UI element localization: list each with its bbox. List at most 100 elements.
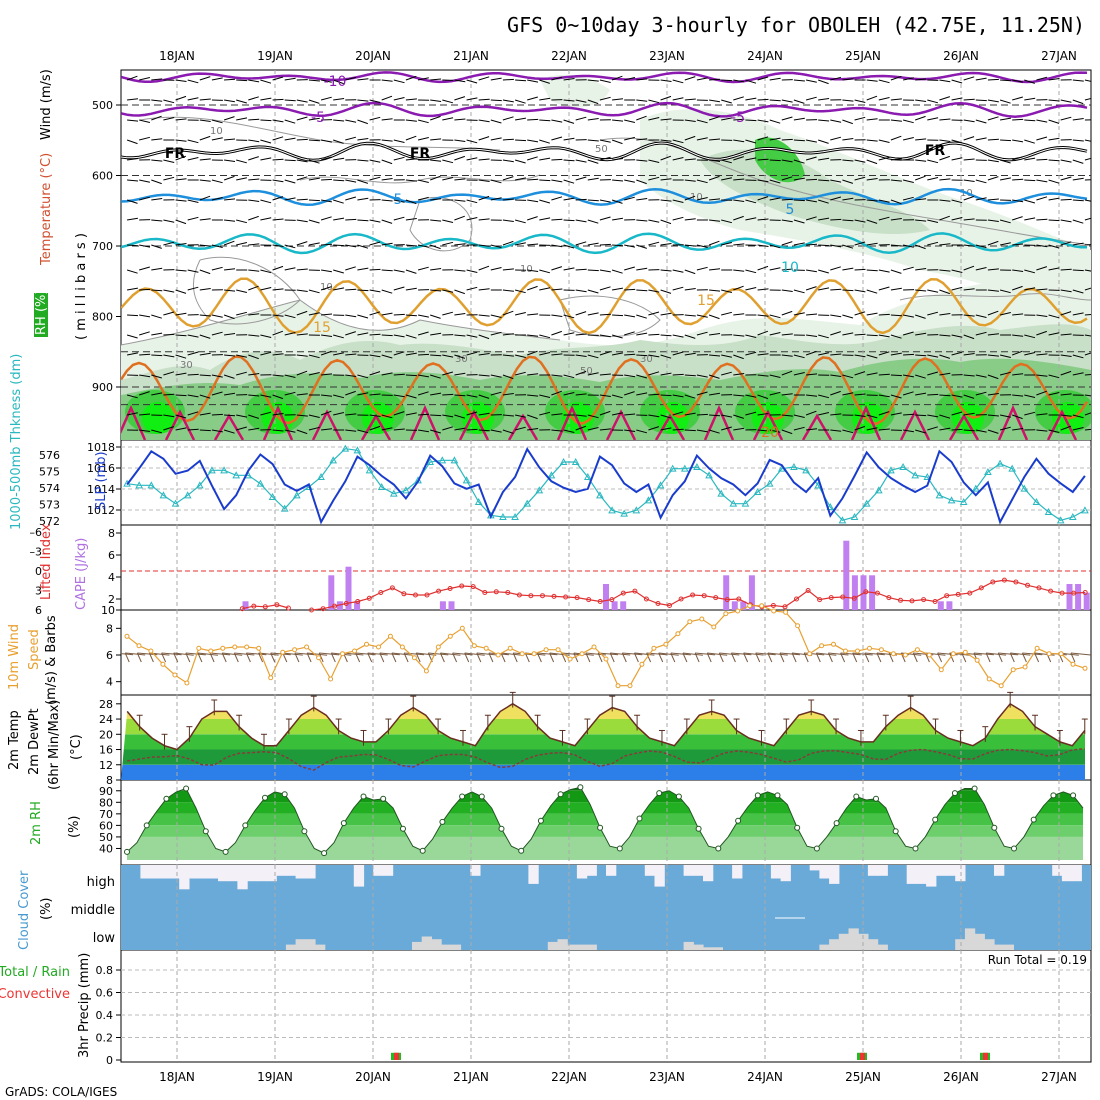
wind-barb (1036, 158, 1048, 161)
wind-barb (248, 156, 259, 161)
cape-bar (439, 601, 446, 610)
wind-barb (1072, 414, 1084, 419)
wind-barb (1084, 269, 1091, 272)
thickness-point (583, 472, 592, 480)
wind-barb (563, 267, 575, 271)
wind-barb (454, 354, 466, 359)
thickness-point (317, 472, 325, 480)
wind-speed-point (843, 648, 848, 654)
wind-barb (442, 393, 454, 396)
wind-barb (284, 244, 296, 249)
wind-barb (599, 96, 611, 101)
wind-barb (284, 77, 296, 81)
rh-2m-point (577, 784, 584, 791)
wind-barb (308, 426, 320, 431)
wind-barb (648, 354, 660, 358)
cape-ylabels: Lifted Index CAPE (J/kg) (39, 523, 89, 610)
thickness-point (741, 499, 750, 507)
wind-barb (284, 99, 296, 102)
cloud-high-clear (829, 865, 840, 884)
wind-barb (1048, 392, 1060, 396)
wind-barb-10m (1022, 652, 1043, 656)
temp-contour-5 (121, 187, 1088, 207)
wind-barb (236, 219, 248, 224)
wind-barb-10m-flag (706, 652, 712, 663)
wind-barb (636, 374, 648, 379)
wind-barb (248, 269, 260, 272)
wind-barb (551, 119, 563, 123)
wind-barb (478, 412, 490, 416)
cloud-high-clear (644, 865, 656, 876)
lifted-index-point (863, 589, 869, 595)
wind-barb (709, 414, 721, 417)
wind-barb (211, 391, 223, 396)
wind-barb (151, 78, 163, 81)
wind-barb (939, 96, 951, 101)
wind-barb (987, 333, 999, 336)
wind-ylabel-1: 10m Wind (7, 624, 22, 690)
cloud-high-clear (382, 865, 394, 876)
wind-barb (175, 354, 187, 359)
wind-barb (284, 159, 296, 162)
wind-barb (357, 159, 369, 162)
wind-barb (418, 429, 429, 433)
thickness-point (608, 506, 616, 514)
lifted-index-point (909, 598, 915, 604)
wind-barb (527, 96, 538, 101)
lifted-index-point (794, 596, 799, 602)
wind-barb (442, 289, 454, 293)
bottom-date-label: 25JAN (845, 1070, 881, 1084)
wind-barb (624, 136, 636, 141)
wind-barb (187, 216, 199, 221)
wind-speed-point (519, 651, 525, 657)
wind-barb (321, 334, 333, 337)
wind-barb (575, 116, 587, 121)
wind-barb (551, 390, 562, 396)
wind-barb (696, 331, 708, 336)
wind-barb (381, 354, 393, 359)
wind-barb (321, 269, 332, 273)
wind-barb (442, 219, 454, 223)
rh-2m-point (340, 820, 347, 827)
wind-barb (405, 334, 417, 339)
wind-barb (793, 139, 805, 142)
wind-barb (454, 394, 466, 397)
wind-barb (393, 428, 405, 431)
wind-barb (478, 195, 490, 201)
wind-barb (939, 334, 951, 337)
wind-barb (151, 354, 163, 357)
wind-barb (248, 373, 260, 376)
wind-barb (502, 240, 514, 246)
lifted-index-point (805, 588, 811, 593)
wind-barb (721, 426, 732, 431)
wind-barb (514, 371, 526, 376)
wind-barb (1024, 179, 1036, 182)
wind-barb (224, 138, 236, 141)
wind-barb (175, 414, 187, 419)
cloud-high-clear (654, 865, 665, 887)
wind-barb (551, 266, 563, 271)
wind-barb (551, 314, 563, 317)
wind-barb (648, 176, 660, 181)
wind-barb (357, 78, 369, 81)
wind-barb (1000, 117, 1011, 121)
wind-barb (587, 159, 599, 164)
wind-barb (417, 119, 429, 124)
thickness-point (462, 476, 471, 484)
wind-barb (187, 199, 199, 203)
wind-barb (151, 374, 163, 379)
wind-barb (599, 428, 611, 431)
wind-barb (333, 244, 345, 247)
wind-barb (999, 354, 1011, 358)
rh-2m-point (1011, 845, 1017, 852)
wind-barb (878, 373, 890, 376)
wind-speed-point (699, 616, 705, 622)
wind-barb (430, 219, 442, 222)
wind-barb (915, 159, 927, 162)
thickness-point (693, 462, 701, 470)
wind-barb-10m-flag (949, 652, 955, 663)
wind-barb (514, 354, 526, 358)
wind-barb (805, 96, 817, 101)
bottom-date-label: 18JAN (159, 1070, 195, 1084)
wind-barb (333, 98, 345, 101)
